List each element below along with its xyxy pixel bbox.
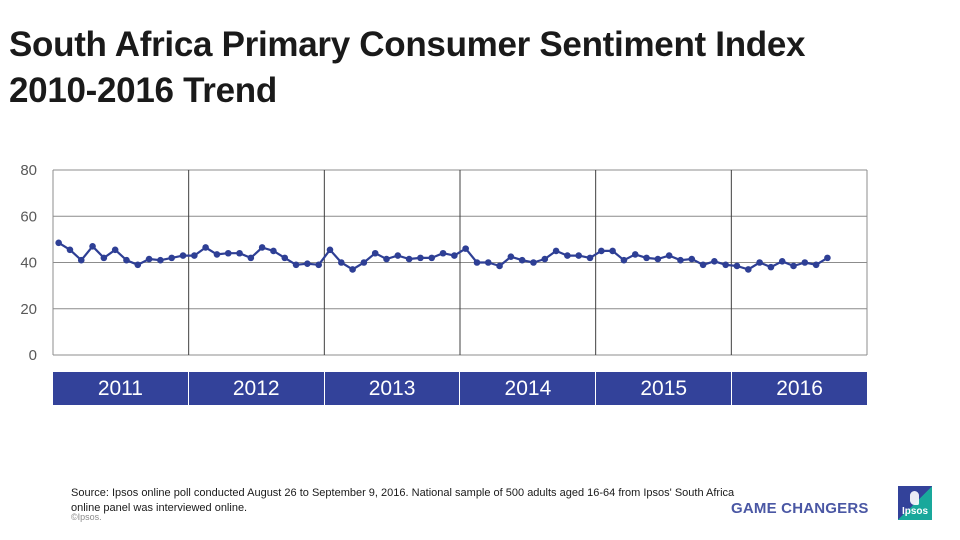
y-tick-label: 80 xyxy=(20,162,37,179)
data-point xyxy=(224,249,232,257)
data-point xyxy=(123,256,130,264)
data-point xyxy=(417,254,424,262)
data-point xyxy=(349,266,356,273)
data-point xyxy=(168,254,176,262)
data-point xyxy=(722,261,729,269)
data-point xyxy=(507,253,515,261)
data-point xyxy=(213,251,221,258)
data-point xyxy=(326,246,334,254)
data-point xyxy=(179,252,187,259)
data-point xyxy=(575,252,583,259)
sentiment-line-chart: 0 20 40 60 80 xyxy=(0,150,960,420)
y-tick-label: 0 xyxy=(29,347,37,364)
data-point xyxy=(270,247,277,255)
data-point xyxy=(756,259,763,266)
data-point xyxy=(744,266,752,273)
logo-text: Ipsos xyxy=(901,506,929,517)
data-point xyxy=(157,256,164,264)
data-point xyxy=(643,254,650,262)
data-point xyxy=(688,255,696,263)
data-point xyxy=(191,252,198,259)
data-point xyxy=(518,256,526,264)
data-point xyxy=(790,262,797,270)
data-point xyxy=(439,249,447,257)
data-point xyxy=(134,261,142,269)
data-point xyxy=(247,254,255,262)
data-point xyxy=(609,247,616,255)
data-point xyxy=(394,252,402,259)
year-axis-band: 2011 2012 2013 2014 2015 2016 xyxy=(53,372,867,405)
source-note: Source: Ipsos online poll conducted Augu… xyxy=(71,487,735,514)
logo-head-icon xyxy=(910,491,919,505)
data-point xyxy=(598,247,605,255)
page-title: South Africa Primary Consumer Sentiment … xyxy=(9,22,949,114)
data-point xyxy=(111,246,119,254)
y-tick-label: 40 xyxy=(20,255,37,272)
game-changers-tagline: GAME CHANGERS xyxy=(731,500,869,517)
year-label-2016: 2016 xyxy=(732,372,867,405)
data-point xyxy=(812,261,820,269)
year-label-2012: 2012 xyxy=(188,372,325,405)
data-point xyxy=(530,259,537,266)
data-point xyxy=(428,254,436,262)
data-point xyxy=(292,261,300,269)
y-tick-label: 60 xyxy=(20,208,37,225)
data-point xyxy=(371,249,379,257)
data-point xyxy=(711,258,718,265)
data-point xyxy=(620,256,628,264)
data-point xyxy=(699,261,707,269)
chart-svg: 0 20 40 60 80 xyxy=(20,162,868,364)
data-point xyxy=(665,252,673,259)
data-point xyxy=(89,243,96,250)
ipsos-logo: Ipsos xyxy=(898,486,932,520)
data-point xyxy=(66,246,74,254)
data-point xyxy=(586,254,594,262)
year-label-2011: 2011 xyxy=(53,372,189,405)
data-point xyxy=(654,255,662,263)
data-point xyxy=(778,258,786,265)
data-point xyxy=(405,255,413,263)
data-point xyxy=(360,259,368,266)
data-point xyxy=(145,255,153,263)
year-label-2015: 2015 xyxy=(596,372,733,405)
data-point xyxy=(258,244,266,251)
data-point xyxy=(451,252,458,259)
data-point xyxy=(552,247,560,255)
data-point xyxy=(824,254,831,262)
data-point xyxy=(496,262,503,270)
data-point xyxy=(541,255,549,263)
data-point xyxy=(55,239,62,247)
data-point xyxy=(801,259,809,266)
data-point xyxy=(315,261,322,269)
data-point xyxy=(100,254,108,262)
data-point xyxy=(473,259,481,266)
data-point xyxy=(281,254,289,262)
copyright: ©Ipsos. xyxy=(71,512,102,522)
title-line-2: 2010-2016 Trend xyxy=(9,71,277,110)
y-tick-label: 20 xyxy=(20,301,37,318)
data-point xyxy=(304,260,311,267)
data-point xyxy=(77,256,85,264)
data-point xyxy=(236,249,243,257)
data-point xyxy=(337,259,345,266)
title-line-1: South Africa Primary Consumer Sentiment … xyxy=(9,25,806,64)
data-point xyxy=(202,244,209,251)
data-point xyxy=(733,262,741,270)
data-point xyxy=(767,263,775,271)
data-point xyxy=(677,256,684,264)
year-label-2013: 2013 xyxy=(324,372,461,405)
data-point xyxy=(462,245,469,252)
data-point xyxy=(631,251,639,258)
year-label-2014: 2014 xyxy=(460,372,597,405)
data-point xyxy=(383,255,390,263)
data-point xyxy=(564,252,571,259)
data-point xyxy=(484,259,492,266)
